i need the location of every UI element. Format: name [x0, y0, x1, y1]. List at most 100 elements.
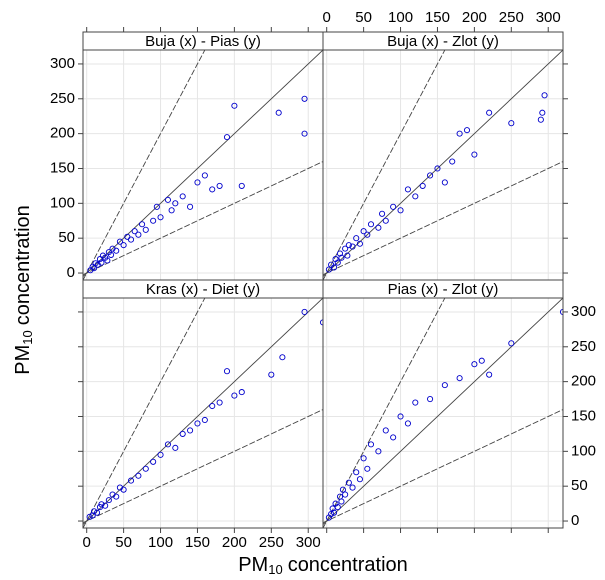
point: [364, 231, 371, 238]
point: [364, 465, 371, 472]
point: [120, 486, 127, 493]
point: [223, 368, 231, 375]
point: [463, 127, 471, 134]
y-tick-label: 150: [50, 159, 75, 176]
point: [471, 151, 478, 158]
x-title-main: PM: [238, 554, 268, 576]
y-title-rest: concentration: [12, 205, 34, 325]
point: [356, 240, 363, 247]
panel: [323, 298, 563, 528]
point: [164, 441, 171, 448]
x-tick-label: 150: [425, 9, 450, 26]
reference-line: [323, 298, 446, 528]
point: [382, 217, 389, 224]
y-tick-label: 250: [50, 90, 75, 107]
point: [537, 116, 544, 123]
point: [238, 182, 245, 189]
point: [179, 193, 186, 200]
reference-line: [323, 298, 563, 525]
y-axis-title: PM10 concentration: [12, 205, 35, 375]
point: [360, 228, 367, 235]
point: [231, 392, 238, 399]
panel: [83, 298, 323, 528]
y-tick-label: 50: [571, 477, 588, 494]
point: [412, 399, 419, 406]
point: [441, 179, 448, 186]
point: [456, 130, 463, 137]
point: [268, 371, 275, 378]
point: [179, 430, 186, 437]
point: [127, 236, 135, 243]
panel: [323, 50, 563, 280]
point: [390, 434, 397, 441]
reference-line: [83, 50, 206, 280]
point: [508, 340, 515, 347]
point: [456, 375, 463, 382]
point: [168, 207, 175, 214]
point: [345, 242, 352, 249]
point: [194, 179, 201, 186]
point: [412, 193, 419, 200]
point: [301, 130, 308, 137]
point: [367, 441, 375, 448]
point: [345, 479, 352, 486]
point: [508, 120, 515, 127]
x-tick-label: 250: [499, 9, 524, 26]
panel-title: Pias (x) - Zlot (y): [388, 281, 499, 298]
point: [339, 486, 346, 493]
point: [164, 196, 171, 203]
point: [279, 354, 286, 361]
point: [187, 427, 194, 434]
panel-title: Buja (x) - Zlot (y): [387, 33, 499, 50]
point: [486, 109, 493, 116]
point: [98, 259, 105, 266]
point: [334, 504, 341, 511]
point: [104, 257, 111, 264]
point: [116, 238, 123, 245]
point: [449, 158, 456, 165]
point: [478, 357, 485, 364]
point: [238, 389, 245, 396]
point: [375, 224, 382, 231]
point: [375, 448, 382, 455]
point: [127, 477, 135, 484]
point: [231, 102, 238, 109]
point: [172, 444, 179, 451]
point: [539, 109, 546, 116]
point: [120, 242, 127, 249]
point: [275, 109, 282, 116]
point: [201, 172, 208, 179]
point: [331, 264, 338, 271]
x-tick-label: 300: [536, 9, 561, 26]
point: [139, 221, 146, 228]
point: [367, 221, 375, 228]
reference-line: [323, 50, 446, 280]
point: [559, 308, 563, 315]
point: [209, 186, 216, 193]
point: [194, 420, 201, 427]
point: [349, 243, 356, 250]
point: [331, 509, 338, 516]
point: [349, 484, 356, 491]
reference-line: [323, 161, 563, 276]
point: [98, 501, 105, 508]
point: [434, 165, 441, 172]
point: [419, 182, 426, 189]
point: [541, 92, 548, 99]
point: [201, 416, 208, 424]
y-title-main: PM: [12, 345, 34, 375]
point: [301, 308, 308, 315]
x-tick-label: 200: [222, 534, 247, 551]
point: [150, 217, 157, 224]
reference-line: [83, 50, 323, 277]
point: [89, 263, 96, 270]
x-tick-label: 50: [115, 534, 132, 551]
point: [353, 235, 360, 242]
point: [404, 186, 411, 193]
y-tick-label: 100: [50, 194, 75, 211]
point: [397, 207, 404, 214]
point: [150, 458, 157, 465]
x-tick-label: 250: [259, 534, 284, 551]
point: [397, 413, 404, 420]
y-tick-label: 250: [571, 338, 596, 355]
